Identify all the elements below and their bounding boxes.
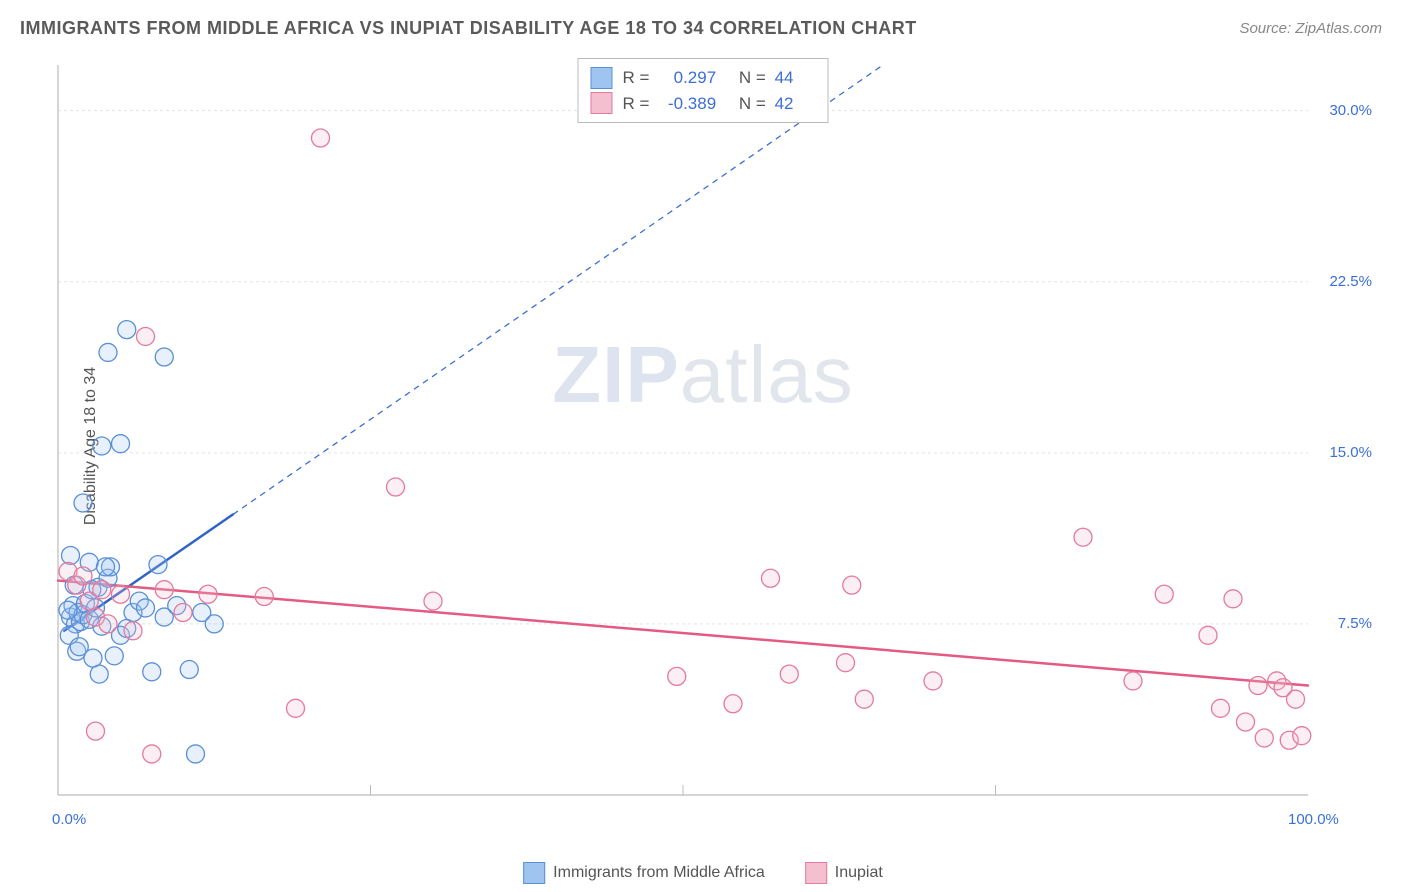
chart-title: IMMIGRANTS FROM MIDDLE AFRICA VS INUPIAT… (20, 18, 917, 39)
r-label: R = (623, 94, 650, 113)
swatch-series-b-bottom (805, 862, 827, 884)
y-tick-label: 30.0% (1322, 102, 1372, 119)
x-tick-label: 0.0% (52, 811, 86, 828)
series-item-a: Immigrants from Middle Africa (523, 862, 765, 884)
series-a-name: Immigrants from Middle Africa (553, 864, 765, 882)
x-tick-label: 100.0% (1288, 811, 1339, 828)
r-value-a: 0.297 (658, 65, 716, 91)
corr-row-series-a: R = 0.297 N = 44 (591, 65, 812, 91)
n-label: N = (739, 94, 766, 113)
y-tick-label: 7.5% (1322, 615, 1372, 632)
n-label: N = (739, 68, 766, 87)
scatter-plot (48, 55, 1378, 835)
r-value-b: -0.389 (658, 91, 716, 117)
series-b-name: Inupiat (835, 864, 883, 882)
y-tick-label: 15.0% (1322, 444, 1372, 461)
corr-row-series-b: R = -0.389 N = 42 (591, 91, 812, 117)
n-value-b: 42 (775, 94, 794, 113)
series-item-b: Inupiat (805, 862, 883, 884)
corr-text-a: R = 0.297 N = 44 (623, 65, 812, 91)
y-tick-label: 22.5% (1322, 273, 1372, 290)
swatch-series-b (591, 92, 613, 114)
corr-text-b: R = -0.389 N = 42 (623, 91, 812, 117)
series-legend: Immigrants from Middle Africa Inupiat (523, 862, 883, 884)
n-value-a: 44 (775, 68, 794, 87)
swatch-series-a-bottom (523, 862, 545, 884)
swatch-series-a (591, 67, 613, 89)
r-label: R = (623, 68, 650, 87)
chart-area (48, 55, 1378, 835)
correlation-legend: R = 0.297 N = 44 R = -0.389 N = 42 (578, 58, 829, 123)
source-attribution: Source: ZipAtlas.com (1239, 20, 1382, 37)
